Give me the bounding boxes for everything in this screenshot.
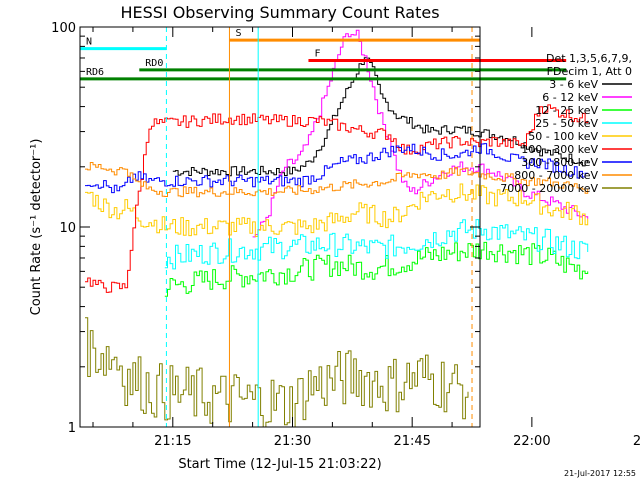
legend-label: 12 - 25 keV — [535, 104, 598, 117]
x-tick-label: 21:15 — [154, 434, 191, 449]
series-line — [85, 143, 589, 194]
series-line — [252, 29, 589, 238]
annotation-label: RD6 — [86, 67, 104, 78]
series-line — [85, 104, 589, 293]
annotation-label: F — [314, 48, 320, 59]
legend-label: 300 - 800 keV — [521, 156, 598, 169]
series-line — [164, 241, 589, 297]
x-tick-label: 21:30 — [274, 434, 311, 449]
legend-label: 800 - 7000 keV — [514, 169, 598, 182]
legend-label: 50 - 100 keV — [528, 130, 598, 143]
series-line — [85, 162, 589, 198]
legend-label: 6 - 12 keV — [542, 91, 598, 104]
annotation-label: S — [235, 28, 241, 39]
y-tick-label: 1 — [68, 421, 76, 436]
legend-label: 7000 - 20000 keV — [500, 182, 598, 195]
legend: Det 1,3,5,6,7,9, FDecim 1, Att 0 3 - 6 k… — [500, 52, 632, 195]
annotation-layer: N S F RD0 RD6 — [80, 27, 567, 427]
series-line — [85, 183, 589, 237]
x-tick-label: 21:45 — [393, 434, 430, 449]
y-tick-label: 10 — [59, 221, 76, 236]
timestamp: 21-Jul-2017 12:55 — [564, 469, 636, 478]
x-axis-label: Start Time (12-Jul-15 21:03:22) — [178, 457, 381, 472]
series-line — [164, 219, 589, 270]
annotation-label: N — [86, 37, 92, 48]
y-tick-label: 100 — [51, 21, 76, 36]
x-tick-label: 22:00 — [513, 434, 550, 449]
annotation-label: RD0 — [145, 58, 163, 69]
legend-header-line: Det 1,3,5,6,7,9, — [546, 52, 632, 65]
series-layer — [85, 29, 589, 428]
series-line — [85, 317, 469, 428]
y-axis-label: Count Rate (s⁻¹ detector⁻¹) — [29, 139, 44, 316]
legend-label: 3 - 6 keV — [549, 78, 598, 91]
x-tick-label: 22:15 — [633, 434, 640, 449]
legend-label: 25 - 50 keV — [535, 117, 598, 130]
legend-header-line: FDecim 1, Att 0 — [547, 65, 632, 78]
chart-title: HESSI Observing Summary Count Rates — [120, 3, 439, 22]
legend-label: 100 - 300 keV — [521, 143, 598, 156]
